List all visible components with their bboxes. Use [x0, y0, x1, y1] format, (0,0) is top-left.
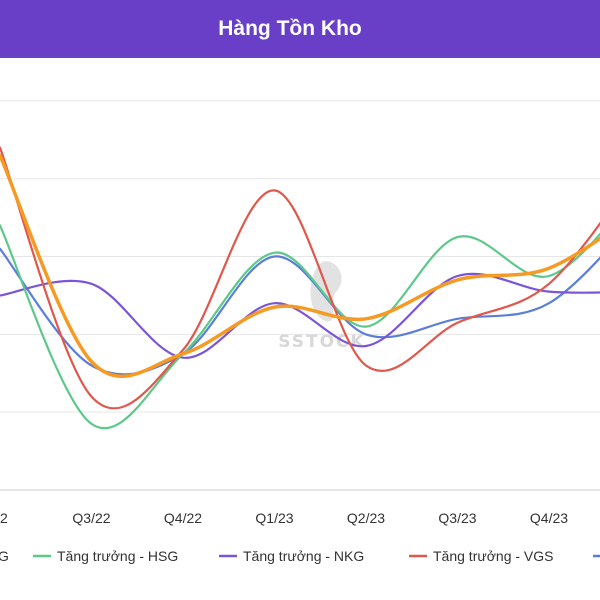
legend-label: Tăng trưởng - NKG: [243, 548, 364, 564]
watermark-text: SSTOCK: [278, 332, 365, 352]
legend-label: Tăng trưởng - HSG: [57, 548, 178, 564]
legend-label: G: [0, 548, 9, 564]
horse-logo-icon: [310, 261, 342, 322]
legend: G Tăng trưởng - HSG Tăng trưởng - NKG Tăng …: [0, 548, 600, 564]
x-tick-label: Q3/22: [72, 510, 110, 526]
x-axis-ticks: 22 Q3/22 Q4/22 Q1/23 Q2/23 Q3/23 Q4/23: [0, 510, 568, 526]
legend-label: Tăng trưởng - VGS: [433, 548, 553, 564]
x-tick-label: 22: [0, 510, 8, 526]
series-line-0: [0, 153, 600, 378]
inventory-line-chart: SSTOCK 22Q3/22Q4/22Q1/23Q2/23Q3/23Q4/23 …: [0, 100, 600, 564]
watermark: SSTOCK: [278, 261, 365, 352]
series-line-3: [0, 146, 600, 410]
x-tick-label: Q4/22: [164, 510, 202, 526]
series-line-4: [0, 247, 600, 376]
series-lines: [0, 146, 600, 430]
x-tick-label: Q4/23: [530, 510, 568, 526]
x-tick-label: Q2/23: [347, 510, 385, 526]
chart-header: Hàng Tồn Kho: [0, 0, 600, 58]
gridlines: [0, 100, 600, 413]
chart-title: Hàng Tồn Kho: [218, 17, 362, 40]
x-tick-label: Q1/23: [255, 510, 293, 526]
x-tick-label: Q3/23: [438, 510, 476, 526]
series-line-2: [0, 272, 600, 359]
